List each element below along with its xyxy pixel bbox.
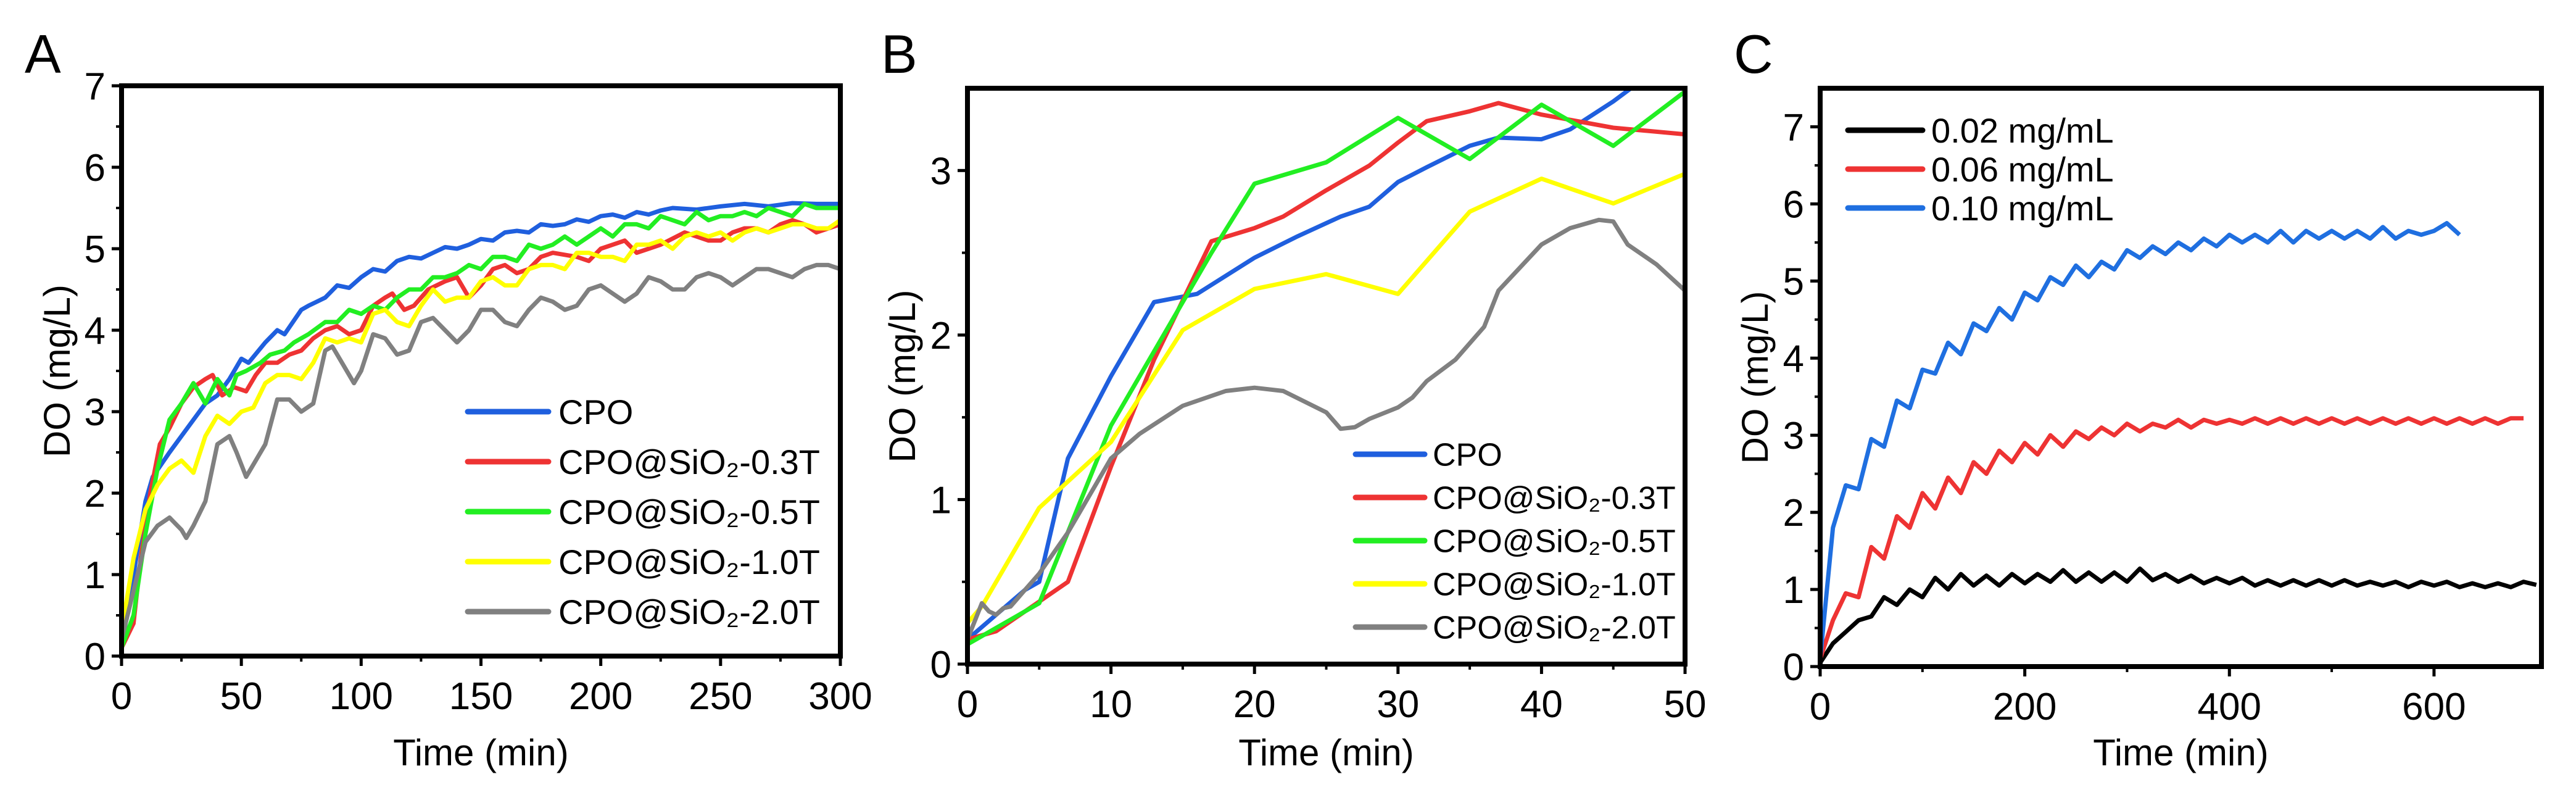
x-tick-label: 50	[220, 675, 263, 718]
x-axis-title: Time (min)	[1238, 732, 1414, 773]
series-line-0	[1820, 566, 2537, 664]
series-line-4	[967, 217, 1685, 641]
legend: CPO CPO@SiO₂-0.3T CPO@SiO₂-0.5T CPO@SiO₂-1.…	[1352, 438, 1676, 646]
series-line-1	[1820, 416, 2524, 660]
x-tick-label: 0	[1810, 686, 1831, 728]
x-tick-label: 30	[1377, 683, 1419, 726]
series-line-2	[122, 201, 840, 649]
y-tick-label: 7	[1783, 106, 1804, 149]
legend-item: CPO	[465, 393, 633, 431]
legend-label: 0.02 mg/mL	[1931, 111, 2114, 150]
series-line-0	[122, 201, 840, 649]
series-line-1	[967, 101, 1685, 642]
y-tick-label: 1	[1783, 569, 1804, 612]
x-tick-label: 200	[569, 675, 632, 718]
legend-label: 0.06 mg/mL	[1931, 150, 2114, 189]
plot-frame	[1818, 86, 2544, 669]
legend-label: CPO	[1433, 438, 1502, 473]
x-tick-label: 40	[1520, 683, 1563, 726]
legend-label: CPO@SiO₂-1.0T	[558, 543, 820, 581]
x-tick-label: 50	[1664, 683, 1707, 726]
y-tick-label: 7	[85, 65, 106, 108]
series-line-3	[967, 172, 1685, 625]
legend-item: CPO@SiO₂-2.0T	[465, 592, 820, 631]
legend-item: CPO@SiO₂-0.3T	[1352, 481, 1676, 517]
y-tick-label: 0	[1783, 646, 1804, 689]
x-tick-label: 100	[329, 675, 393, 718]
legend-label: CPO	[558, 393, 633, 431]
y-tick-label: 2	[85, 473, 106, 515]
legend: 0.02 mg/mL0.06 mg/mL0.10 mg/mL	[1845, 111, 2114, 228]
legend-item: CPO@SiO₂-1.0T	[1352, 567, 1676, 603]
series-line-2	[1820, 221, 2461, 659]
panel-letter: A	[25, 23, 61, 85]
y-tick-label: 0	[930, 644, 951, 686]
y-tick-label: 1	[930, 479, 951, 522]
series-line-1	[122, 218, 840, 649]
panel-c: C 0 200 400 600 0 1 2 3 4 5 6 7 Time (min) DO (mg/L) 0.…	[1734, 23, 2544, 773]
legend-item: 0.02 mg/mL	[1845, 111, 2114, 150]
y-tick-label: 0	[85, 636, 106, 678]
legend: CPO CPO@SiO₂-0.3T CPO@SiO₂-0.5T CPO@SiO₂-1.…	[465, 393, 820, 631]
y-tick-label: 2	[930, 315, 951, 357]
y-tick-label: 6	[1783, 183, 1804, 226]
x-tick-label: 600	[2402, 686, 2466, 728]
legend-label: CPO@SiO₂-1.0T	[1433, 567, 1676, 603]
y-tick-label: 2	[1783, 492, 1804, 534]
y-tick-label: 3	[1783, 415, 1804, 457]
x-axis-title: Time (min)	[393, 732, 568, 773]
legend-label: CPO@SiO₂-2.0T	[1433, 610, 1676, 646]
y-tick-label: 4	[85, 310, 106, 352]
legend-item: CPO@SiO₂-1.0T	[465, 543, 820, 581]
y-tick-label: 4	[1783, 338, 1804, 380]
y-tick-label: 3	[85, 391, 106, 434]
series-line-4	[122, 262, 840, 641]
x-tick-label: 400	[2198, 686, 2261, 728]
y-tick-label: 6	[85, 147, 106, 189]
y-axis-title: DO (mg/L)	[36, 285, 78, 457]
panel-letter: C	[1734, 23, 1773, 85]
legend-label: 0.10 mg/mL	[1931, 189, 2114, 228]
x-tick-label: 0	[111, 675, 132, 718]
legend-item: CPO@SiO₂-0.5T	[465, 493, 820, 531]
legend-label: CPO@SiO₂-0.5T	[1433, 524, 1676, 560]
y-tick-label: 1	[85, 554, 106, 597]
legend-label: CPO@SiO₂-0.3T	[1433, 481, 1676, 517]
x-axis-title: Time (min)	[2093, 732, 2268, 773]
y-tick-label: 5	[1783, 260, 1804, 303]
panel-a: A 0 50 100 150 200 250 300 0 1 2 3 4 5 6 7 Time (min) DO …	[25, 23, 872, 773]
legend-item: CPO@SiO₂-2.0T	[1352, 610, 1676, 646]
y-tick-label: 5	[85, 228, 106, 271]
legend-item: CPO	[1352, 438, 1502, 473]
legend-label: CPO@SiO₂-2.0T	[558, 592, 820, 631]
series-line-0	[967, 88, 1635, 641]
x-tick-label: 300	[808, 675, 872, 718]
panel-letter: B	[881, 23, 917, 85]
x-tick-label: 10	[1090, 683, 1132, 726]
y-axis-title: DO (mg/L)	[882, 289, 923, 462]
x-tick-label: 200	[1993, 686, 2056, 728]
x-tick-label: 250	[689, 675, 752, 718]
y-tick-label: 3	[930, 150, 951, 193]
legend-item: CPO@SiO₂-0.3T	[465, 443, 820, 481]
legend-item: CPO@SiO₂-0.5T	[1352, 524, 1676, 560]
legend-label: CPO@SiO₂-0.3T	[558, 443, 820, 481]
legend-label: CPO@SiO₂-0.5T	[558, 493, 820, 531]
legend-item: 0.06 mg/mL	[1845, 150, 2114, 189]
series-line-3	[122, 218, 840, 632]
x-tick-label: 20	[1233, 683, 1276, 726]
legend-item: 0.10 mg/mL	[1845, 189, 2114, 228]
x-tick-label: 150	[449, 675, 513, 718]
x-tick-label: 0	[957, 683, 978, 726]
y-axis-title: DO (mg/L)	[1734, 291, 1776, 464]
